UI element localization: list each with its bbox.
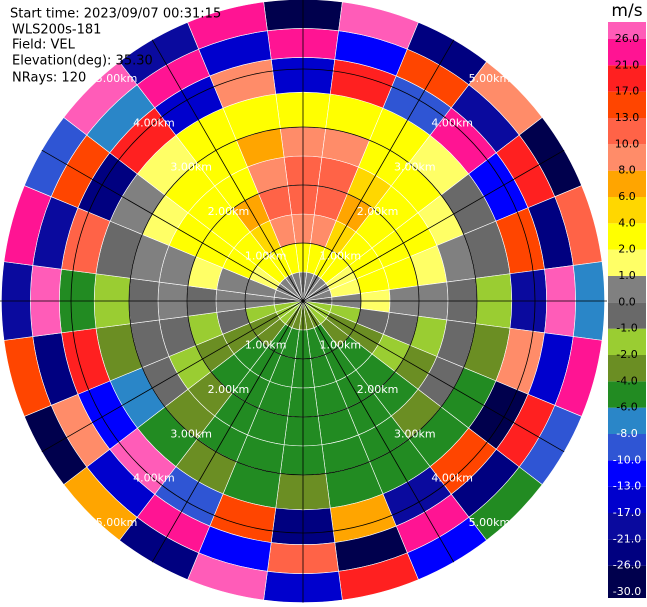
colorbar-bin <box>608 170 646 197</box>
colorbar-bin <box>608 407 646 434</box>
colorbar-tick-label: 21.0 <box>615 58 640 71</box>
colorbar-bin <box>608 328 646 355</box>
colorbar-bin <box>608 460 646 487</box>
colorbar-tick-label: -1.0 <box>616 322 637 335</box>
colorbar: -30.0 -26.0 -21.0 -17.0 -13.0 -10.0 -8.0 -6.0 -4… <box>608 22 646 598</box>
range-ring <box>128 126 478 476</box>
colorbar-bin <box>608 39 646 66</box>
colorbar-bin <box>608 381 646 408</box>
colorbar-tick-label: -8.0 <box>616 427 637 440</box>
ring-label: 1.00km <box>319 338 361 351</box>
colorbar-tick-label: 6.0 <box>618 190 636 203</box>
info-line: Field: VEL <box>12 38 76 53</box>
info-block: Start time: 2023/09/07 00:31:15 WLS200s-… <box>10 7 221 86</box>
range-ring <box>244 242 362 360</box>
ring-label: 4.00km <box>133 472 175 485</box>
colorbar-bin <box>608 249 646 276</box>
colorbar-tick-label: 10.0 <box>615 137 640 150</box>
ring-label: 3.00km <box>394 427 436 440</box>
colorbar-tick-label: 8.0 <box>618 164 636 177</box>
ring-label: 5.00km <box>96 72 138 85</box>
colorbar-tick-label: -4.0 <box>616 374 637 387</box>
spoke <box>151 39 455 563</box>
range-ring <box>186 184 420 418</box>
colorbar-bin <box>608 22 646 39</box>
ring-label: 3.00km <box>170 427 212 440</box>
colorbar-title: m/s <box>611 1 642 21</box>
colorbar-tick-label: -10.0 <box>613 453 641 466</box>
ring-label: 1.00km <box>245 250 287 263</box>
ring-label: 5.00km <box>469 516 511 529</box>
ring-label: 4.00km <box>431 472 473 485</box>
colorbar-tick-label: 17.0 <box>615 85 640 98</box>
velocity-cell <box>187 1 268 50</box>
colorbar-tick-label: -17.0 <box>613 506 641 519</box>
colorbar-tick-label: -2.0 <box>616 348 637 361</box>
colorbar-bin <box>608 91 646 118</box>
colorbar-bin <box>608 355 646 382</box>
ring-label: 2.00km <box>357 383 399 396</box>
ring-label: 3.00km <box>170 161 212 174</box>
info-line: Elevation(deg): 35.30 <box>12 54 153 69</box>
ring-label: 4.00km <box>133 116 175 129</box>
colorbar-bin <box>608 539 646 566</box>
ring-label: 4.00km <box>431 116 473 129</box>
colorbar-bin <box>608 276 646 303</box>
ring-label: 5.00km <box>469 72 511 85</box>
ring-label: 2.00km <box>208 205 250 218</box>
colorbar-bin <box>608 197 646 224</box>
colorbar-tick-label: 2.0 <box>618 243 636 256</box>
colorbar-bin <box>608 486 646 513</box>
ring-label: 5.00km <box>96 516 138 529</box>
ring-label: 2.00km <box>357 205 399 218</box>
ring-label: 1.00km <box>319 250 361 263</box>
info-line: Start time: 2023/09/07 00:31:15 <box>10 7 221 22</box>
colorbar-tick-label: -30.0 <box>613 585 641 598</box>
colorbar-tick-label: -21.0 <box>613 532 641 545</box>
colorbar-bin <box>608 434 646 461</box>
colorbar-tick-label: 13.0 <box>615 111 640 124</box>
colorbar-tick-label: 26.0 <box>615 32 640 45</box>
info-line: NRays: 120 <box>12 71 86 86</box>
colorbar-tick-label: -13.0 <box>613 480 641 493</box>
colorbar-tick-label: 1.0 <box>618 269 636 282</box>
colorbar-bin <box>608 118 646 145</box>
colorbar-bin <box>608 223 646 250</box>
info-line: WLS200s-181 <box>12 23 101 38</box>
range-ring <box>70 68 536 534</box>
colorbar-bin <box>608 513 646 540</box>
colorbar-bin <box>608 565 646 598</box>
colorbar-bin <box>608 302 646 329</box>
colorbar-bin <box>608 144 646 171</box>
range-grid: 1.00km 2.00km 3.00km 4.00km 5.00km 1.00km 2.00… <box>0 0 607 603</box>
ring-label: 2.00km <box>208 383 250 396</box>
colorbar-bin <box>608 65 646 92</box>
colorbar-tick-label: 4.0 <box>618 216 636 229</box>
ring-label: 3.00km <box>394 161 436 174</box>
ring-label: 1.00km <box>245 338 287 351</box>
colorbar-tick-label: -26.0 <box>613 559 641 572</box>
colorbar-tick-label: -6.0 <box>616 401 637 414</box>
colorbar-tick-label: 0.0 <box>618 295 636 308</box>
